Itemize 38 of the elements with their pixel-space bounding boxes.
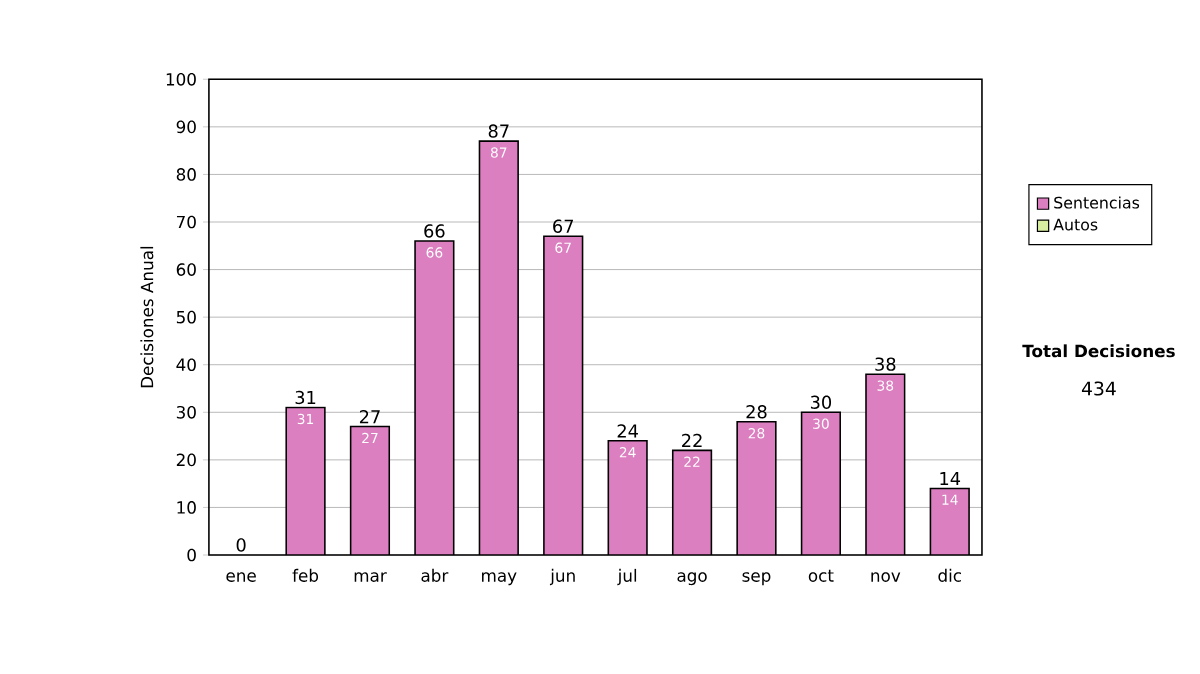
x-tick-label: may: [482, 572, 517, 586]
total-label: 38: [875, 357, 896, 371]
y-tick-label: 70: [176, 215, 196, 229]
x-tick-label: jun: [549, 568, 575, 586]
y-tick-label: 80: [176, 168, 196, 181]
y-tick-label: 100: [166, 72, 196, 86]
y-tick-label: 40: [176, 358, 196, 372]
text: Total Decisiones: [1022, 344, 1175, 358]
text: 434: [1081, 381, 1116, 396]
total-label: 27: [359, 410, 380, 424]
total-label: 22: [682, 433, 702, 448]
total-label: 24: [617, 424, 638, 438]
x-tick-label: sep: [742, 572, 771, 586]
x-tick-label: ene: [226, 572, 256, 582]
x-tick-label: feb: [292, 568, 319, 582]
total-label: 67: [553, 219, 574, 233]
x-tick-label: ago: [677, 572, 707, 586]
total-label: 87: [488, 124, 509, 138]
x-tick-label: mar: [354, 572, 387, 582]
y-tick-label: 30: [176, 405, 196, 419]
total-label: 14: [940, 472, 961, 486]
y-tick-label: 0: [187, 548, 196, 562]
x-tick-label: dic: [938, 568, 961, 582]
total-label: 0: [236, 538, 246, 552]
y-tick-label: 20: [176, 453, 196, 467]
y-tick-label: 50: [176, 310, 196, 324]
total-label: 28: [746, 405, 767, 419]
y-axis-title: Decisiones Anual: [140, 246, 154, 388]
x-tick-label: jul: [617, 568, 637, 586]
total-label: 31: [295, 390, 316, 405]
x-tick-label: oct: [808, 569, 834, 582]
y-tick-label: 90: [176, 120, 196, 134]
total-label: 66: [424, 224, 445, 238]
x-tick-label: abr: [421, 568, 449, 582]
y-tick-label: 60: [176, 263, 196, 276]
x-tick-label: nov: [871, 572, 901, 582]
total-label: 30: [810, 395, 832, 409]
y-tick-label: 10: [177, 501, 196, 514]
